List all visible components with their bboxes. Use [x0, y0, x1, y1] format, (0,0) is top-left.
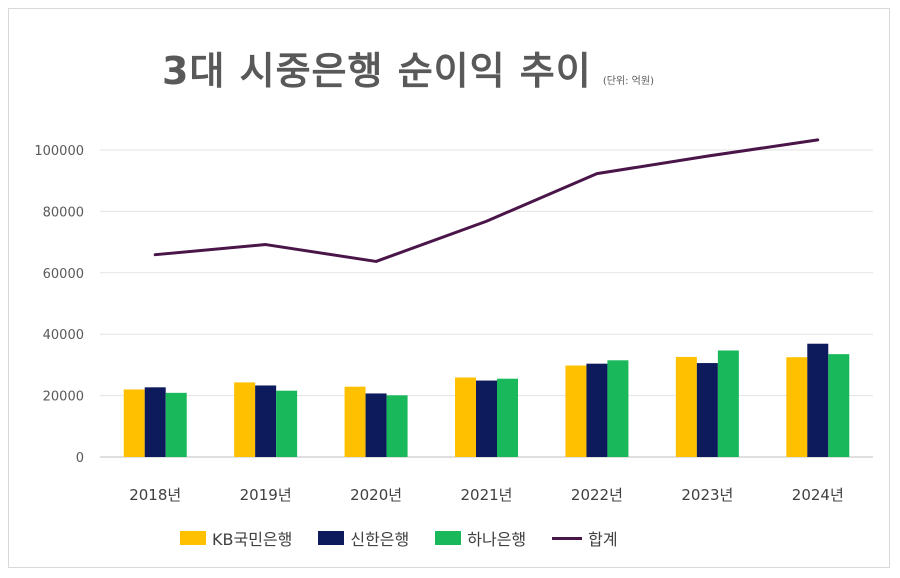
x-tick-label: 2024년	[792, 486, 844, 504]
bar	[675, 356, 697, 457]
x-tick-label: 2019년	[240, 486, 292, 504]
legend-swatch-hana	[435, 531, 462, 545]
bar	[696, 363, 718, 457]
bar	[255, 385, 277, 457]
bar	[565, 365, 587, 457]
bar	[144, 387, 166, 457]
legend-item-shinhan: 신한은행	[318, 526, 409, 550]
legend-item-kb: KB국민은행	[180, 526, 292, 550]
bar	[123, 389, 145, 457]
x-tick-label: 2023년	[681, 486, 733, 504]
bar	[786, 357, 808, 457]
bar	[586, 363, 608, 457]
bar	[607, 360, 629, 457]
chart-frame	[8, 8, 890, 568]
y-tick-label: 20000	[43, 390, 84, 405]
bar	[165, 392, 187, 457]
x-tick-label: 2018년	[129, 486, 181, 504]
bar	[807, 343, 829, 457]
x-tick-label: 2020년	[350, 486, 402, 504]
x-tick-label: 2021년	[461, 486, 513, 504]
bar	[717, 350, 739, 457]
total-line	[153, 138, 820, 263]
chart-title: 3대 시중은행 순이익 추이	[162, 49, 592, 93]
y-tick-label: 80000	[43, 205, 84, 220]
bar	[365, 393, 387, 457]
bar	[497, 378, 518, 457]
bar	[828, 354, 850, 457]
legend-swatch-kb	[180, 531, 206, 545]
bar	[455, 377, 476, 457]
bar	[386, 395, 408, 457]
legend-label-hana: 하나은행	[467, 530, 527, 549]
legend: KB국민은행 신한은행 하나은행 합계	[180, 526, 644, 550]
unit-note: (단위: 억원)	[602, 76, 654, 87]
legend-swatch-total	[552, 536, 583, 540]
legend-label-kb: KB국민은행	[212, 530, 293, 549]
bar	[476, 380, 497, 457]
bar	[234, 382, 256, 457]
y-tick-label: 100000	[34, 144, 84, 159]
bar	[344, 386, 366, 457]
legend-label-total: 합계	[588, 530, 618, 549]
x-tick-label: 2022년	[571, 486, 623, 504]
y-tick-label: 60000	[43, 267, 84, 282]
bar	[276, 390, 298, 457]
legend-item-total: 합계	[552, 526, 618, 550]
y-tick-label: 0	[76, 451, 84, 466]
legend-label-shinhan: 신한은행	[350, 530, 410, 549]
y-tick-label: 40000	[43, 328, 84, 343]
legend-swatch-shinhan	[318, 531, 345, 545]
title-row: 3대 시중은행 순이익 추이 (단위: 억원)	[162, 40, 654, 95]
legend-item-hana: 하나은행	[435, 526, 526, 550]
